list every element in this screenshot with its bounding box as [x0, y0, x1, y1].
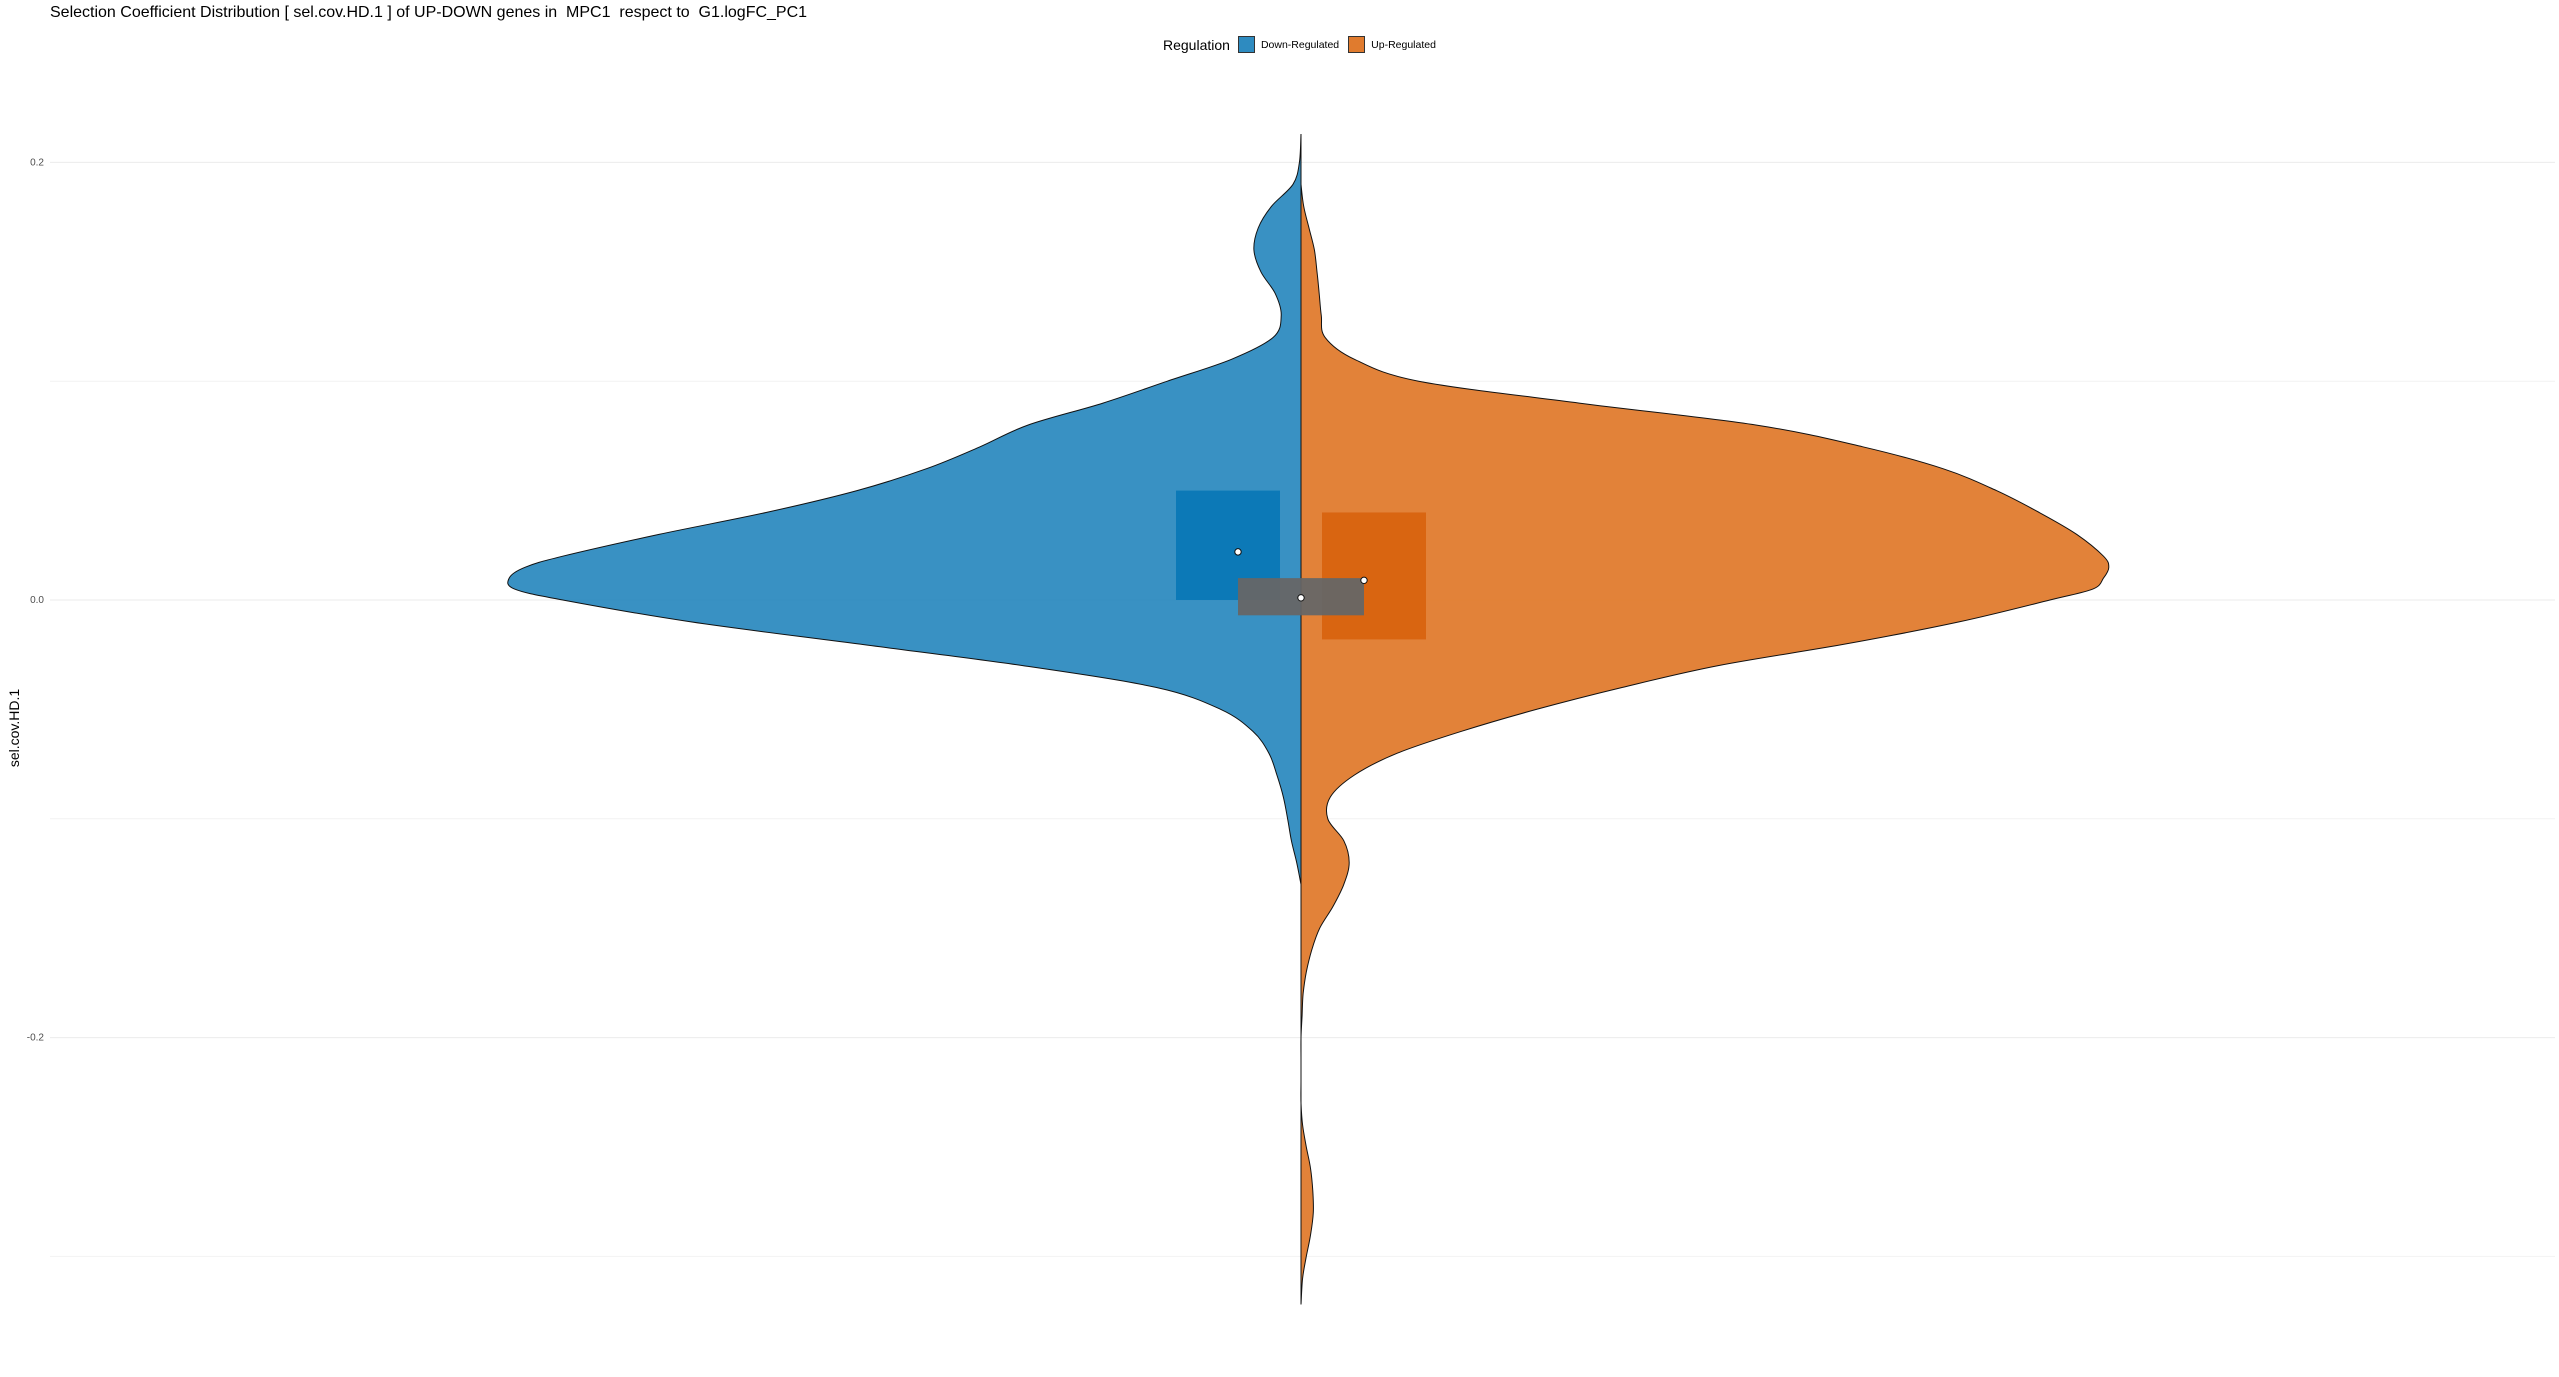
chart-title: Selection Coefficient Distribution [ sel…	[50, 4, 808, 21]
legend: Regulation Down-Regulated Up-Regulated	[1163, 36, 1445, 53]
box-up-regulated	[1322, 512, 1426, 640]
y-tick-label: 0.0	[30, 595, 44, 606]
violin-up-regulated	[1300, 184, 2110, 1305]
mean-point-overall	[1297, 594, 1305, 602]
violin-down-regulated	[507, 133, 1302, 885]
legend-key-down-regulated	[1237, 36, 1255, 53]
legend-label-down-regulated: Down-Regulated	[1260, 38, 1340, 51]
y-tick-label: 0.2	[30, 157, 44, 168]
legend-item-down-regulated: Down-Regulated	[1237, 36, 1340, 53]
mean-point-down-regulated	[1234, 548, 1242, 556]
legend-key-up-regulated	[1348, 36, 1366, 53]
y-tick-label: -0.2	[27, 1033, 45, 1044]
mean-point-up-regulated	[1360, 576, 1368, 585]
legend-title: Regulation	[1163, 36, 1230, 53]
legend-label-up-regulated: Up-Regulated	[1371, 38, 1436, 51]
legend-item-up-regulated: Up-Regulated	[1348, 36, 1436, 53]
